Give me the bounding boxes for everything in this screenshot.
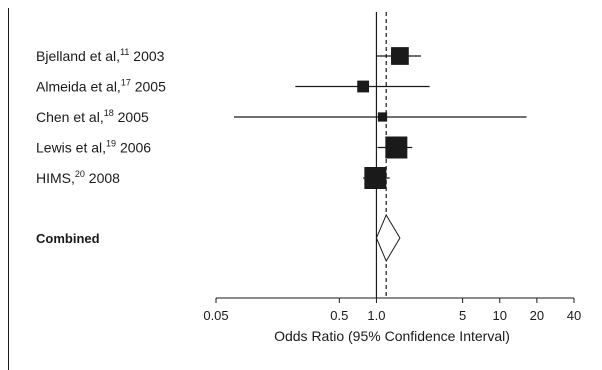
study-name: Lewis et al, bbox=[36, 140, 106, 156]
point-estimate bbox=[357, 80, 370, 93]
x-tick-label: 1.0 bbox=[367, 308, 385, 323]
x-axis: 0.05 0.5 1.0 5 10 20 40 Odds Ratio (95% Confid… bbox=[203, 297, 581, 344]
study-label: Bjelland et al,11 2003 bbox=[36, 47, 165, 64]
study-rows: Bjelland et al,11 2003 Almeida et al,17 2… bbox=[36, 47, 527, 189]
study-year: 2008 bbox=[85, 170, 120, 186]
study-label: HIMS,20 2008 bbox=[36, 169, 120, 186]
x-axis-ticks: 0.05 0.5 1.0 5 10 20 40 bbox=[203, 298, 581, 323]
study-row: Almeida et al,17 2005 bbox=[36, 78, 430, 95]
point-estimate bbox=[391, 47, 409, 65]
combined-diamond bbox=[375, 213, 401, 263]
study-year: 2005 bbox=[114, 109, 149, 125]
study-row: Bjelland et al,11 2003 bbox=[36, 47, 422, 65]
x-tick-label: 5 bbox=[459, 308, 466, 323]
study-label: Chen et al,18 2005 bbox=[36, 108, 149, 125]
study-year: 2005 bbox=[131, 79, 166, 95]
x-tick-label: 40 bbox=[567, 308, 581, 323]
x-tick-label: 0.5 bbox=[330, 308, 348, 323]
study-name: Almeida et al, bbox=[36, 79, 121, 95]
study-reference: 20 bbox=[75, 169, 85, 179]
x-tick-label: 0.05 bbox=[203, 308, 228, 323]
combined-label: Combined bbox=[36, 231, 100, 246]
study-name: Chen et al, bbox=[36, 109, 104, 125]
study-year: 2003 bbox=[129, 48, 164, 64]
point-estimate bbox=[377, 112, 388, 122]
study-year: 2006 bbox=[116, 140, 151, 156]
x-tick-label: 20 bbox=[530, 308, 544, 323]
study-name: Bjelland et al, bbox=[36, 48, 120, 64]
x-tick-label: 10 bbox=[493, 308, 507, 323]
combined-row: Combined bbox=[36, 213, 401, 263]
study-row: Lewis et al,19 2006 bbox=[36, 136, 413, 159]
point-estimate bbox=[385, 136, 408, 159]
study-row: Chen et al,18 2005 bbox=[36, 108, 527, 125]
study-label: Almeida et al,17 2005 bbox=[36, 78, 166, 95]
study-name: HIMS, bbox=[36, 170, 75, 186]
study-reference: 17 bbox=[121, 78, 131, 88]
study-reference: 18 bbox=[104, 108, 114, 118]
study-label: Lewis et al,19 2006 bbox=[36, 139, 151, 156]
point-estimate bbox=[364, 167, 387, 189]
study-reference: 11 bbox=[120, 47, 129, 57]
x-axis-label: Odds Ratio (95% Confidence Interval) bbox=[274, 328, 510, 344]
study-row: HIMS,20 2008 bbox=[36, 167, 390, 189]
study-reference: 19 bbox=[106, 139, 116, 149]
